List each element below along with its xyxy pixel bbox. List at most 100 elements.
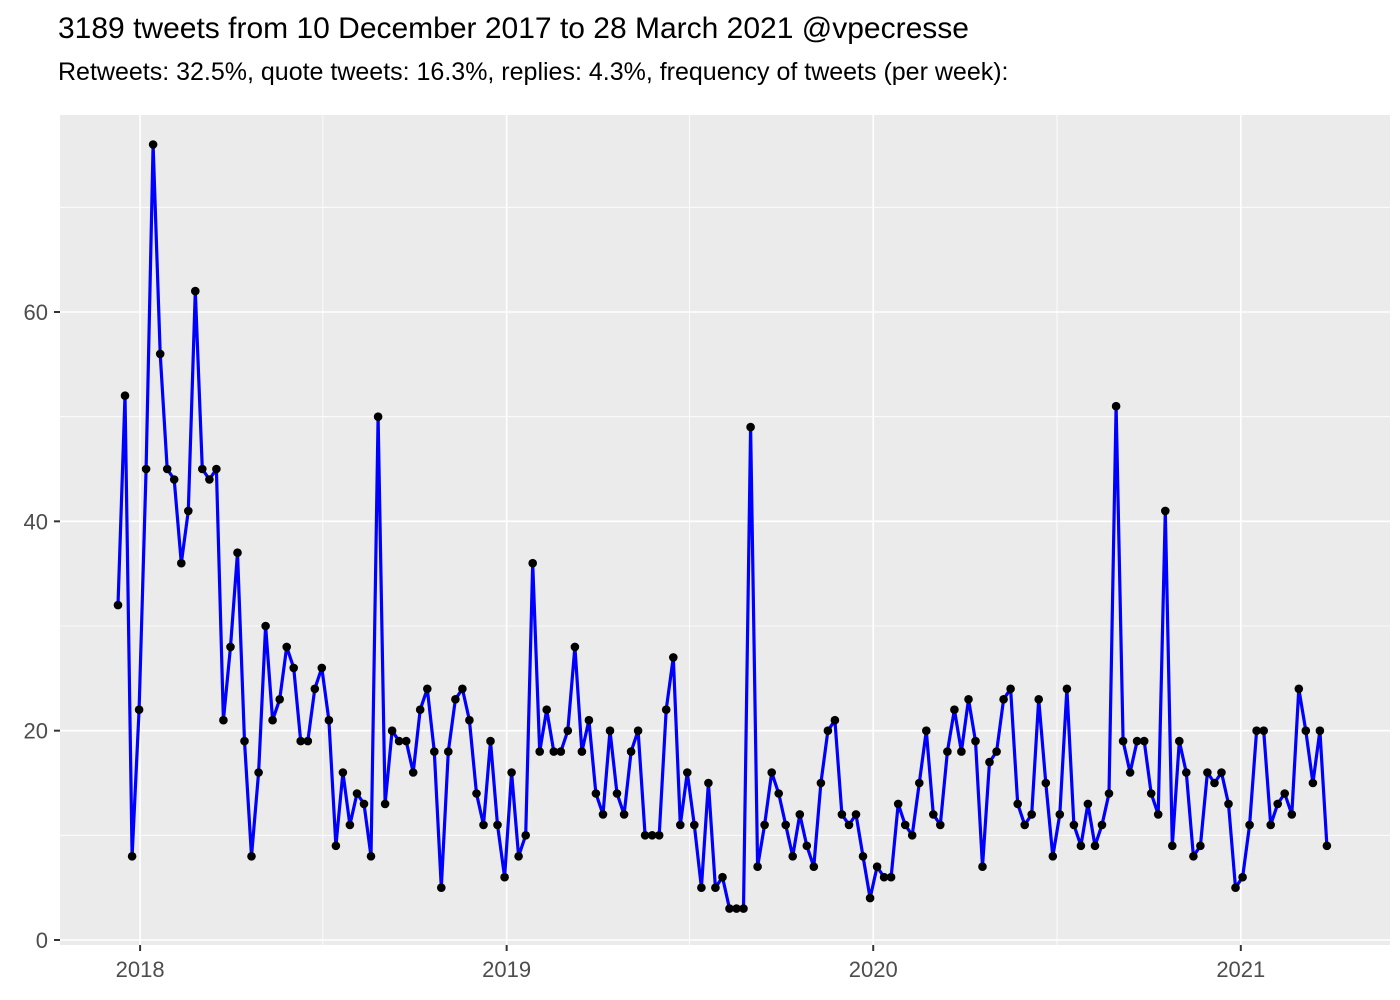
data-point — [1182, 768, 1191, 777]
data-point — [1027, 810, 1036, 819]
data-point — [577, 747, 587, 756]
data-point — [219, 715, 228, 725]
data-point — [1196, 841, 1205, 851]
data-point — [661, 705, 671, 714]
data-point — [823, 726, 833, 735]
data-point — [430, 747, 439, 756]
data-point — [837, 810, 847, 819]
data-point — [739, 904, 748, 913]
data-point — [493, 820, 502, 830]
data-point — [1308, 778, 1318, 788]
data-point — [113, 600, 123, 610]
data-point — [683, 768, 692, 777]
data-point — [1132, 736, 1142, 746]
data-point — [549, 747, 559, 756]
data-point — [711, 883, 720, 892]
data-point — [486, 736, 495, 746]
data-point — [423, 684, 432, 694]
data-point — [1175, 736, 1184, 746]
data-point — [472, 789, 481, 798]
data-point — [352, 789, 362, 798]
data-point — [127, 852, 137, 861]
data-point — [907, 831, 917, 840]
data-point — [1118, 736, 1128, 746]
data-point — [992, 747, 1001, 756]
data-point — [1006, 684, 1015, 694]
data-point — [141, 464, 151, 474]
data-point — [310, 684, 320, 694]
data-point — [1273, 799, 1282, 809]
data-point — [289, 663, 299, 673]
data-point — [1161, 506, 1170, 516]
data-point — [1301, 726, 1311, 735]
x-axis-tick-label: 2018 — [116, 957, 165, 982]
data-point — [844, 820, 854, 830]
data-point — [725, 904, 734, 913]
y-axis-tick-label: 0 — [36, 928, 48, 953]
data-point — [732, 904, 741, 913]
data-point — [240, 736, 249, 746]
data-point — [1168, 841, 1177, 851]
data-point — [633, 726, 643, 735]
data-point — [978, 862, 987, 871]
data-point — [359, 799, 369, 809]
data-point — [408, 768, 418, 777]
data-point — [1153, 810, 1163, 819]
data-point — [999, 695, 1008, 704]
data-point — [647, 831, 657, 840]
plot-panel — [60, 115, 1390, 945]
data-point — [936, 820, 945, 830]
data-point — [795, 810, 805, 819]
data-point — [950, 705, 959, 714]
data-point — [872, 862, 882, 871]
data-point — [451, 695, 460, 704]
data-point — [669, 653, 678, 662]
data-point — [155, 349, 165, 359]
data-point — [479, 820, 488, 830]
data-point — [120, 391, 130, 401]
chart-subtitle: Retweets: 32.5%, quote tweets: 16.3%, re… — [58, 58, 1009, 86]
data-point — [528, 558, 537, 568]
data-point — [612, 789, 622, 798]
chart-title: 3189 tweets from 10 December 2017 to 28 … — [58, 12, 969, 45]
data-point — [985, 757, 994, 767]
data-point — [1139, 736, 1149, 746]
x-axis-tick-label: 2021 — [1216, 957, 1265, 982]
data-point — [816, 778, 826, 788]
data-point — [619, 810, 629, 819]
data-point — [591, 789, 601, 798]
data-point — [296, 736, 306, 746]
data-point — [1238, 872, 1247, 882]
data-point — [774, 789, 783, 798]
y-axis-tick-label: 20 — [24, 719, 48, 744]
data-point — [1083, 799, 1093, 809]
data-point — [697, 883, 706, 892]
data-point — [598, 810, 608, 819]
data-point — [401, 736, 411, 746]
data-point — [851, 810, 861, 819]
data-point — [640, 831, 650, 840]
data-point — [570, 642, 580, 652]
data-point — [366, 852, 376, 861]
data-point — [922, 726, 931, 735]
data-point — [865, 893, 875, 903]
data-point — [1315, 726, 1325, 735]
data-point — [1090, 841, 1100, 851]
data-point — [1210, 778, 1219, 788]
data-point — [858, 852, 868, 861]
data-point — [964, 695, 973, 704]
data-point — [1189, 852, 1198, 861]
data-point — [1048, 852, 1058, 861]
data-point — [626, 747, 636, 756]
data-point — [191, 286, 200, 296]
data-point — [690, 820, 699, 830]
data-point — [226, 642, 235, 652]
data-point — [282, 642, 292, 652]
data-point — [254, 768, 263, 777]
data-point — [514, 852, 523, 861]
data-point — [162, 464, 172, 474]
data-point — [1041, 778, 1051, 788]
data-point — [1013, 799, 1022, 809]
data-point — [1062, 684, 1072, 694]
